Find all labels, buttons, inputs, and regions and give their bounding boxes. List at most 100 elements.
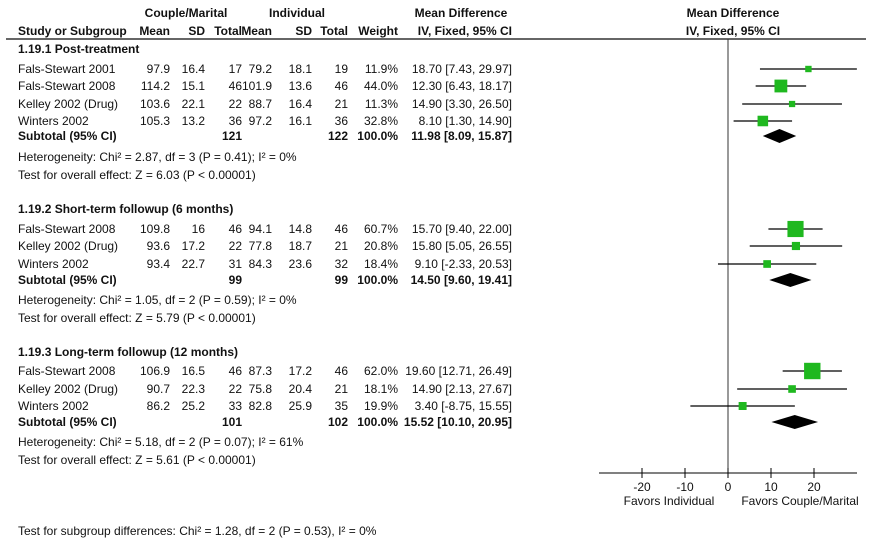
study-weight: 44.0% bbox=[363, 79, 398, 93]
subtotal-cm-total: 101 bbox=[221, 415, 242, 429]
study-ind-sd: 16.1 bbox=[288, 114, 312, 128]
column-header: Weight bbox=[358, 24, 398, 38]
study-cm-sd: 15.1 bbox=[181, 79, 205, 93]
study-cm-mean: 103.6 bbox=[139, 97, 170, 111]
study-ind-mean: 77.8 bbox=[248, 239, 272, 253]
study-marker bbox=[738, 402, 747, 410]
study-ci-text: 15.70 [9.40, 22.00] bbox=[411, 222, 512, 236]
study-ind-sd: 13.6 bbox=[288, 79, 312, 93]
column-header: IV, Fixed, 95% CI bbox=[417, 24, 512, 38]
study-ci-text: 14.90 [2.13, 27.67] bbox=[411, 382, 512, 396]
study-cm-sd: 16 bbox=[191, 222, 205, 236]
study-ci-text: 18.70 [7.43, 29.97] bbox=[411, 62, 512, 76]
x-tick-label: -10 bbox=[676, 480, 694, 494]
study-marker bbox=[788, 385, 796, 393]
study-marker bbox=[804, 362, 821, 380]
study-ind-total: 19 bbox=[334, 62, 348, 76]
subtotal-label: Subtotal (95% CI) bbox=[18, 273, 117, 287]
study-ind-total: 46 bbox=[334, 79, 348, 93]
study-cm-total: 33 bbox=[228, 399, 242, 413]
header-plot-title: Mean Difference bbox=[686, 6, 780, 20]
study-weight: 19.9% bbox=[363, 399, 398, 413]
study-ci-text: 14.90 [3.30, 26.50] bbox=[411, 97, 512, 111]
subtotal-cm-total: 99 bbox=[228, 273, 242, 287]
subtotal-diamond bbox=[762, 129, 797, 143]
header-individual: Individual bbox=[268, 6, 325, 20]
study-cm-total: 46 bbox=[228, 364, 242, 378]
subtotal-ci: 14.50 [9.60, 19.41] bbox=[410, 273, 512, 287]
subtotal-weight: 100.0% bbox=[357, 415, 398, 429]
subtotal-ci: 11.98 [8.09, 15.87] bbox=[411, 129, 512, 143]
study-weight: 62.0% bbox=[363, 364, 398, 378]
x-tick-label: 0 bbox=[724, 480, 732, 494]
study-ind-total: 46 bbox=[334, 364, 348, 378]
study-ind-sd: 18.7 bbox=[288, 239, 312, 253]
study-cm-mean: 114.2 bbox=[140, 79, 170, 93]
study-marker bbox=[763, 260, 771, 268]
column-header: Total bbox=[320, 24, 348, 38]
study-ind-sd: 16.4 bbox=[288, 97, 312, 111]
study-ind-mean: 97.2 bbox=[248, 114, 272, 128]
study-cm-mean: 106.9 bbox=[139, 364, 170, 378]
study-ind-mean: 101.9 bbox=[241, 79, 272, 93]
subgroup-test-text: Test for subgroup differences: Chi² = 1.… bbox=[18, 524, 377, 538]
study-name: Kelley 2002 (Drug) bbox=[18, 239, 119, 253]
study-cm-sd: 16.4 bbox=[181, 62, 205, 76]
header-plot-subtitle: IV, Fixed, 95% CI bbox=[685, 24, 781, 38]
study-ci-text: 12.30 [6.43, 18.17] bbox=[411, 79, 512, 93]
subtotal-cm-total: 121 bbox=[221, 129, 242, 143]
study-ind-sd: 20.4 bbox=[288, 382, 312, 396]
subgroup-title: 1.19.1 Post-treatment bbox=[18, 42, 140, 56]
study-cm-sd: 25.2 bbox=[181, 399, 205, 413]
study-marker bbox=[805, 65, 812, 73]
study-cm-total: 22 bbox=[228, 382, 242, 396]
study-name: Kelley 2002 (Drug) bbox=[18, 97, 119, 111]
column-header: Mean bbox=[241, 24, 272, 38]
study-ind-sd: 23.6 bbox=[288, 257, 312, 271]
study-ind-sd: 17.2 bbox=[288, 364, 312, 378]
study-cm-mean: 97.9 bbox=[146, 62, 170, 76]
column-header: Total bbox=[214, 24, 242, 38]
favors-left-label: Favors Individual bbox=[623, 494, 715, 508]
study-cm-mean: 86.2 bbox=[146, 399, 170, 413]
subtotal-weight: 100.0% bbox=[357, 129, 398, 143]
x-tick-label: -20 bbox=[633, 480, 651, 494]
column-header: SD bbox=[295, 24, 312, 38]
subtotal-label: Subtotal (95% CI) bbox=[18, 129, 117, 143]
study-weight: 18.1% bbox=[363, 382, 398, 396]
study-weight: 20.8% bbox=[363, 239, 398, 253]
study-ind-total: 21 bbox=[334, 239, 348, 253]
overall-effect-text: Test for overall effect: Z = 5.79 (P < 0… bbox=[18, 311, 256, 325]
subtotal-ind-total: 99 bbox=[334, 273, 348, 287]
subtotal-ci: 15.52 [10.10, 20.95] bbox=[403, 415, 512, 429]
subgroup-title: 1.19.3 Long-term followup (12 months) bbox=[18, 345, 239, 359]
study-cm-total: 17 bbox=[228, 62, 242, 76]
subgroup-title: 1.19.2 Short-term followup (6 months) bbox=[18, 202, 234, 216]
study-ind-total: 21 bbox=[334, 97, 348, 111]
study-weight: 32.8% bbox=[363, 114, 398, 128]
overall-effect-text: Test for overall effect: Z = 6.03 (P < 0… bbox=[18, 168, 256, 182]
study-ind-mean: 82.8 bbox=[248, 399, 272, 413]
study-marker bbox=[757, 115, 769, 127]
study-weight: 18.4% bbox=[363, 257, 398, 271]
study-cm-total: 46 bbox=[228, 79, 242, 93]
study-ci-text: 8.10 [1.30, 14.90] bbox=[418, 114, 512, 128]
study-ind-total: 35 bbox=[334, 399, 348, 413]
column-header: Mean bbox=[139, 24, 170, 38]
study-marker bbox=[787, 220, 804, 238]
heterogeneity-text: Heterogeneity: Chi² = 5.18, df = 2 (P = … bbox=[18, 435, 304, 449]
study-name: Winters 2002 bbox=[18, 399, 89, 413]
study-weight: 11.9% bbox=[364, 62, 398, 76]
header-mean-difference: Mean Difference bbox=[414, 6, 508, 20]
subtotal-ind-total: 122 bbox=[327, 129, 348, 143]
study-name: Fals-Stewart 2008 bbox=[18, 79, 116, 93]
subtotal-ind-total: 102 bbox=[327, 415, 348, 429]
study-ci-text: 3.40 [-8.75, 15.55] bbox=[414, 399, 512, 413]
study-weight: 60.7% bbox=[363, 222, 398, 236]
study-name: Winters 2002 bbox=[18, 257, 89, 271]
study-ind-sd: 18.1 bbox=[288, 62, 312, 76]
study-cm-total: 22 bbox=[228, 97, 242, 111]
study-cm-sd: 17.2 bbox=[181, 239, 205, 253]
header-couple-marital: Couple/Marital bbox=[144, 6, 228, 20]
